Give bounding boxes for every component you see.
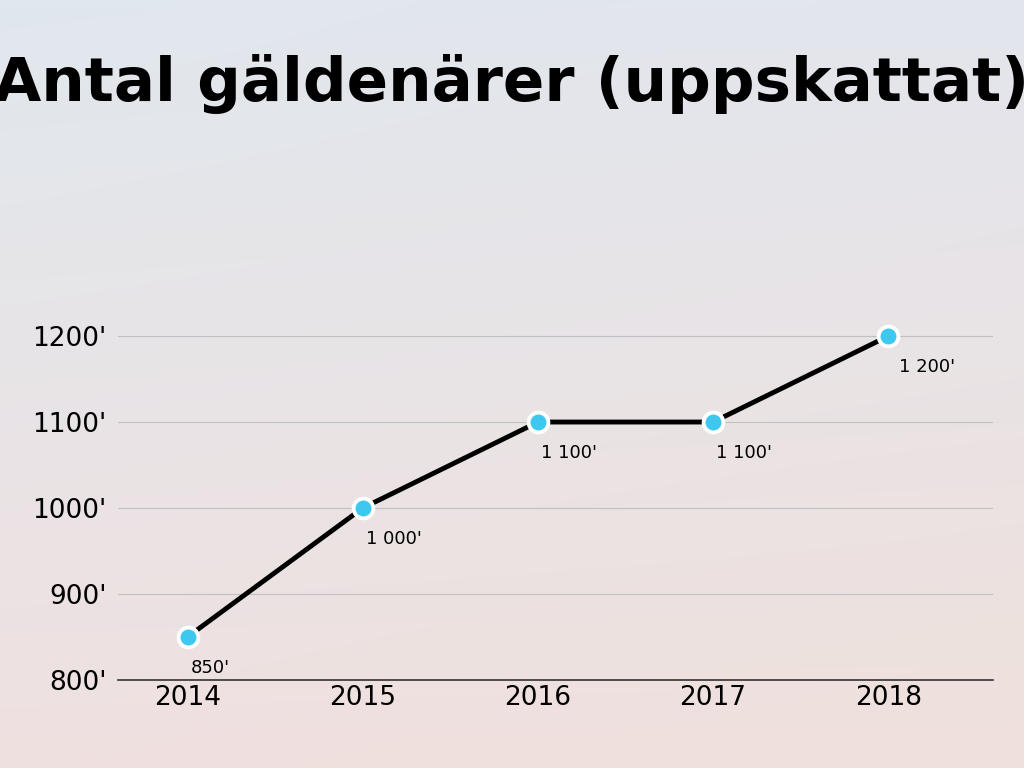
Text: 1 000': 1 000' [366, 530, 422, 548]
Text: Antal gäldenärer (uppskattat): Antal gäldenärer (uppskattat) [0, 54, 1024, 114]
Text: 850': 850' [190, 659, 229, 677]
Text: 1 200': 1 200' [899, 359, 955, 376]
Text: 1 100': 1 100' [541, 444, 597, 462]
Text: 1 100': 1 100' [716, 444, 772, 462]
